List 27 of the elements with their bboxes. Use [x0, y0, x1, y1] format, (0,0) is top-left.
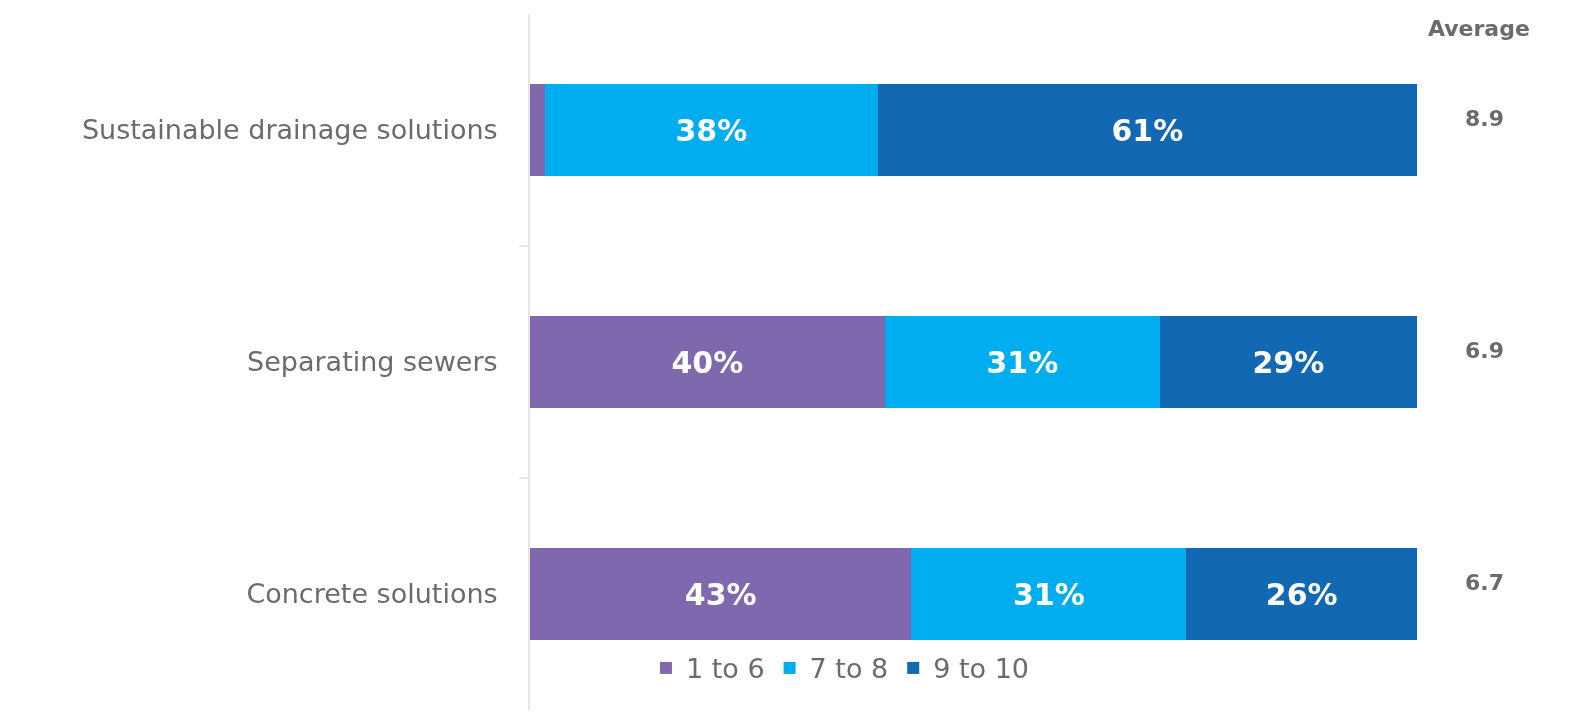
bar	[877, 83, 1417, 177]
data-label: 31%	[986, 344, 1059, 380]
data-label: 26%	[1265, 576, 1338, 612]
text: 6.9	[1465, 338, 1504, 363]
y-tick-label: Sustainable drainage solutions	[81, 114, 498, 146]
bar	[1186, 547, 1417, 641]
y-tick-label: Concrete solutions	[246, 578, 498, 610]
bar	[911, 547, 1187, 641]
data-label: 61%	[1111, 112, 1184, 148]
text: 8.9	[1465, 106, 1504, 131]
data-label: 40%	[671, 344, 744, 380]
y-tick-label: Separating sewers	[247, 346, 498, 378]
bar	[545, 83, 878, 177]
data-label: 31%	[1012, 576, 1085, 612]
bar	[530, 315, 885, 409]
legend-label: 1 to 6	[685, 653, 765, 685]
legend-label: 7 to 8	[809, 653, 889, 685]
bar	[884, 315, 1160, 409]
text: Average	[1428, 16, 1530, 41]
data-label: 29%	[1252, 344, 1325, 380]
text: 6.7	[1465, 570, 1504, 595]
bar	[530, 547, 912, 641]
legend-label: 9 to 10	[933, 653, 1030, 685]
bar	[1159, 315, 1417, 409]
bar	[530, 83, 546, 177]
data-label: 38%	[675, 112, 748, 148]
data-label: 43%	[684, 576, 757, 612]
